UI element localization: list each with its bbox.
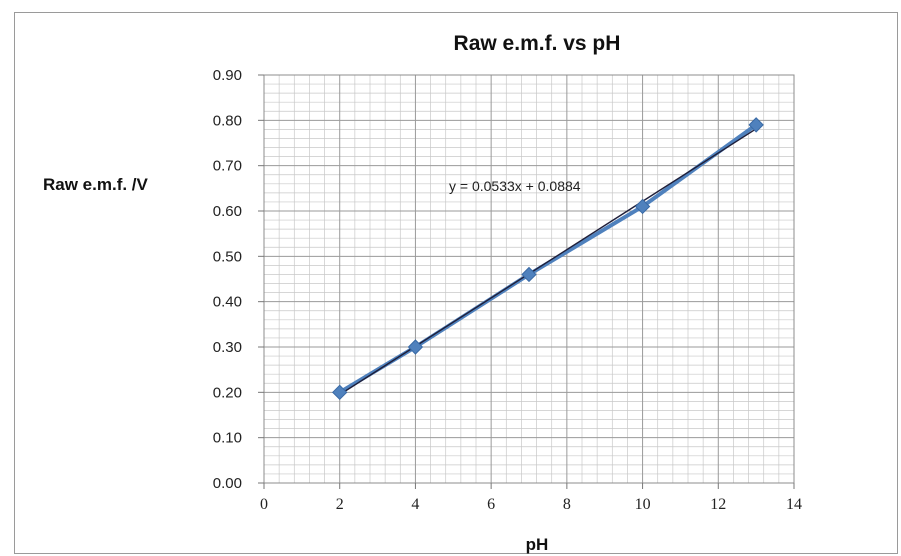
minor-grid [264,75,794,483]
x-tick-label: 0 [260,496,268,513]
data-point [634,198,651,215]
data-point [748,117,764,133]
y-tick-label: 0.20 [213,384,242,401]
data-point [521,266,537,283]
chart-title: Raw e.m.f. vs pH [454,32,621,55]
x-tick-label: 4 [411,496,419,513]
plot-area [263,74,795,484]
y-tick-label: 0.90 [213,67,242,84]
y-tick-label: 0.30 [213,339,242,356]
y-tick-label: 0.00 [213,475,242,492]
x-tick-label: 14 [786,496,802,513]
x-axis-ticks: 0 2 4 6 8 10 12 14 [260,483,802,513]
y-axis-ticks: 0.00 0.10 0.20 0.30 0.40 0.50 0.60 0.70 0.80 0.90 [213,67,264,492]
series-layer [332,117,764,401]
x-tick-label: 2 [336,496,344,513]
trendline-equation: y = 0.0533x + 0.0884 [449,178,581,194]
series-line [338,123,758,395]
x-tick-label: 6 [487,496,495,513]
data-point [407,339,424,355]
x-tick-label: 12 [710,496,726,513]
x-tick-label: 8 [563,496,571,513]
y-tick-label: 0.80 [213,112,242,129]
y-axis-label: Raw e.m.f. /V [43,175,149,194]
x-tick-label: 10 [635,496,651,513]
y-tick-label: 0.60 [213,203,242,220]
y-tick-label: 0.10 [213,430,242,447]
y-tick-label: 0.40 [213,294,242,311]
data-point [332,384,348,401]
trendline [339,128,757,396]
y-tick-label: 0.70 [213,158,242,175]
x-axis-label: pH [526,535,549,554]
y-tick-label: 0.50 [213,248,242,265]
